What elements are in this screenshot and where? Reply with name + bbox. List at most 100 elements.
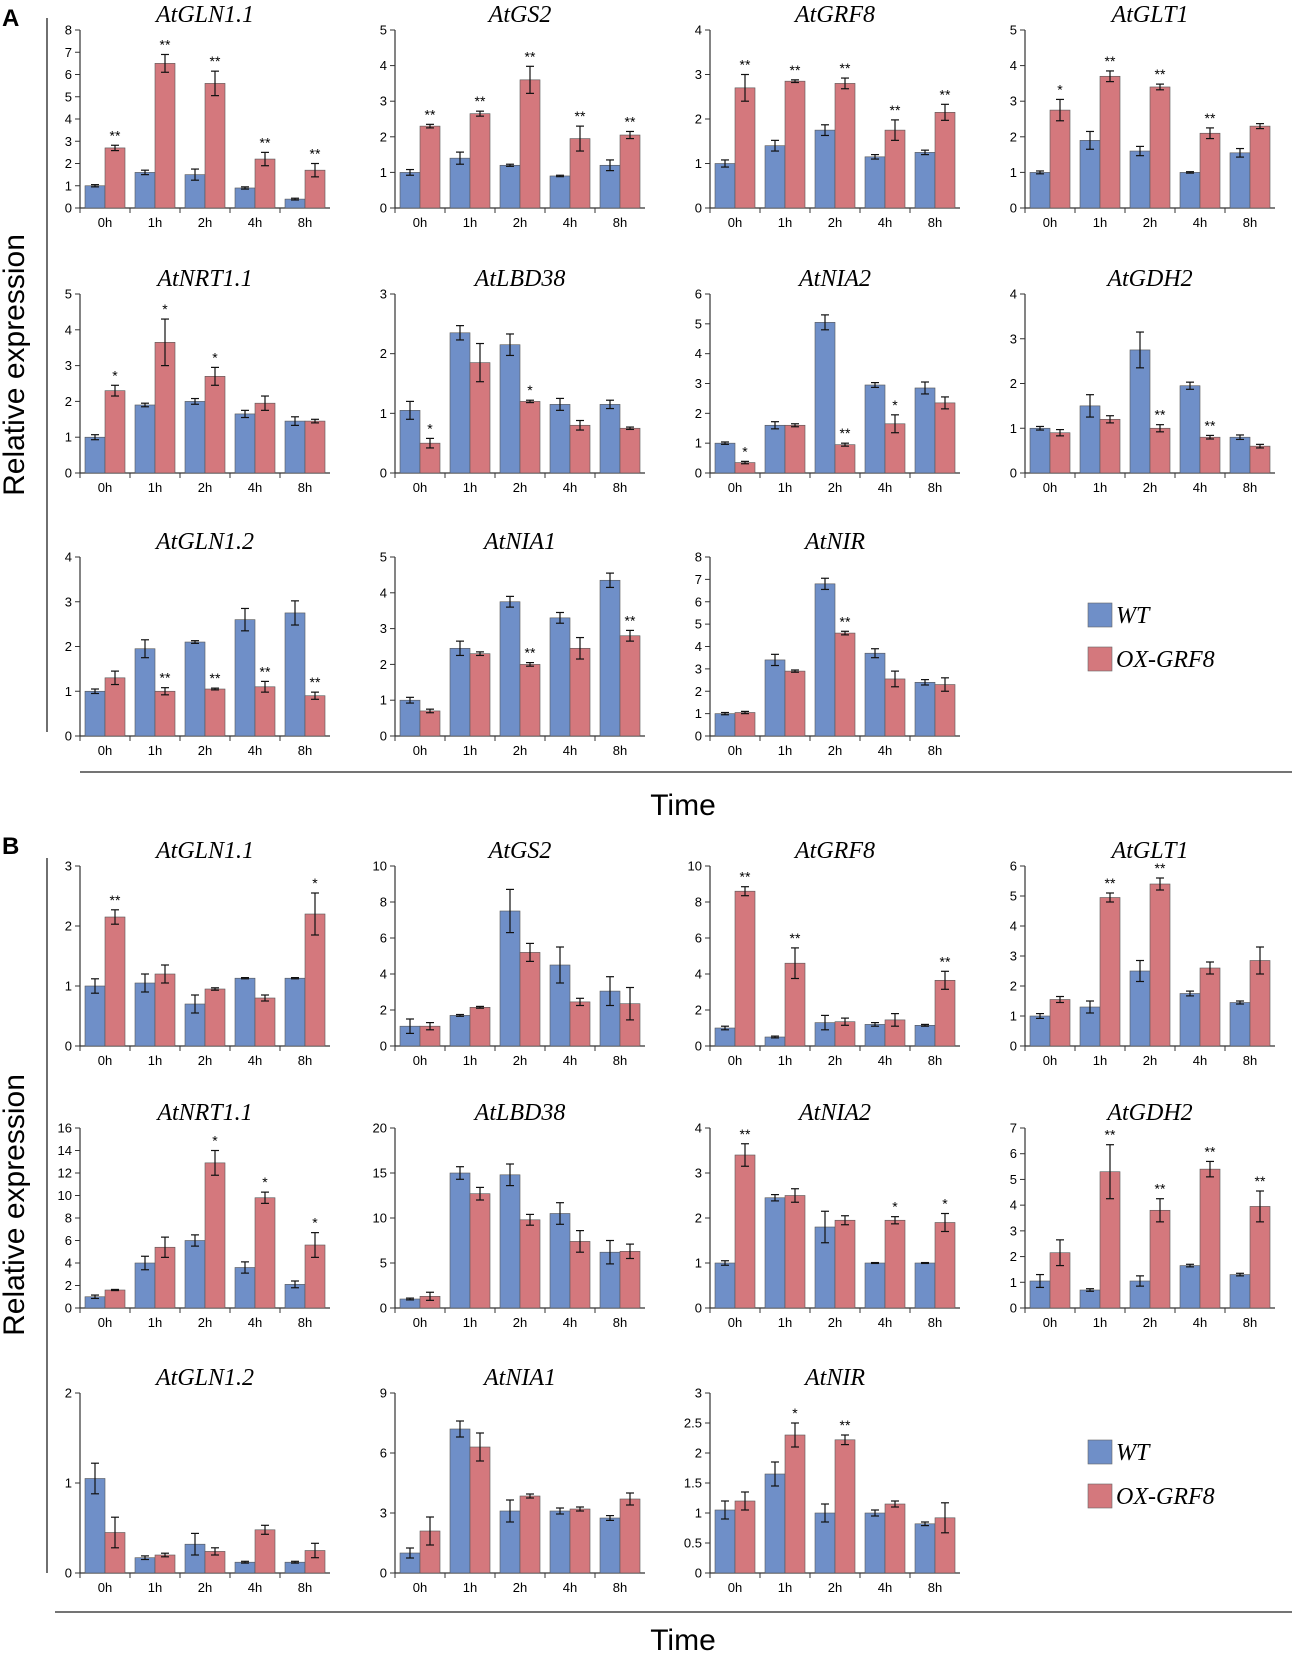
bar-wt — [714, 1262, 736, 1309]
x-tick-label: 4h — [878, 1053, 892, 1068]
bar-wt — [864, 1512, 886, 1574]
y-tick-label: 1 — [65, 430, 72, 445]
x-tick-label: 0h — [98, 215, 112, 230]
y-tick-label: 1 — [695, 1506, 702, 1521]
x-tick-label: 1h — [1093, 480, 1107, 495]
x-tick-label: 8h — [613, 1315, 627, 1330]
y-tick-label: 4 — [65, 322, 72, 337]
x-tick-label: 8h — [928, 480, 942, 495]
bar-wt — [234, 619, 256, 737]
bar-wt — [549, 404, 571, 474]
x-tick-label: 2h — [513, 1315, 527, 1330]
x-tick-label: 8h — [1243, 1315, 1257, 1330]
x-tick-label: 8h — [613, 1053, 627, 1068]
bar-ox-grf8 — [934, 1222, 956, 1309]
y-tick-label: 2 — [380, 346, 387, 361]
chart-title: AtGS2 — [487, 838, 552, 864]
x-tick-label: 2h — [198, 1315, 212, 1330]
chart-a-atlbd38: AtLBD38 0 1 2 3 0h * 1h 2h * 4h 8h — [380, 266, 645, 495]
significance-label: ** — [210, 670, 221, 686]
x-tick-label: 8h — [613, 215, 627, 230]
y-tick-label: 3 — [380, 621, 387, 636]
x-tick-label: 0h — [98, 480, 112, 495]
bar-ox-grf8 — [519, 401, 541, 474]
bar-ox-grf8 — [569, 424, 591, 474]
x-tick-label: 0h — [1043, 480, 1057, 495]
y-tick-label: 1 — [1010, 421, 1017, 436]
bar-wt — [914, 152, 936, 209]
legend-a-swatch-wt — [1087, 602, 1113, 628]
legend-b-swatch-wt — [1087, 1439, 1113, 1465]
legend-a-label-ox: OX-GRF8 — [1116, 647, 1215, 673]
bar-wt — [399, 699, 421, 737]
x-tick-label: 1h — [463, 743, 477, 758]
y-tick-label: 0 — [65, 729, 72, 744]
y-tick-label: 4 — [1010, 1198, 1017, 1213]
bar-ox-grf8 — [154, 63, 176, 209]
y-tick-label: 2 — [1010, 1249, 1017, 1264]
y-tick-label: 8 — [65, 1211, 72, 1226]
bar-ox-grf8 — [734, 712, 756, 737]
chart-a-atgln1-2: AtGLN1.2 0 1 2 3 4 0h 1h ** 2h ** 4h ** 8h ** — [65, 529, 330, 758]
bar-wt — [714, 442, 736, 474]
bar-wt — [449, 1172, 471, 1309]
legend-b-label-wt: WT — [1116, 1440, 1151, 1466]
chart-title: AtNIR — [803, 529, 865, 555]
x-tick-label: 0h — [413, 215, 427, 230]
x-tick-label: 4h — [248, 1315, 262, 1330]
chart-title: AtGDH2 — [1105, 1100, 1192, 1126]
y-tick-label: 20 — [373, 1121, 387, 1136]
significance-label: * — [792, 1405, 798, 1421]
bar-wt — [714, 1027, 736, 1047]
x-tick-label: 4h — [878, 215, 892, 230]
y-tick-label: 2 — [380, 657, 387, 672]
bar-ox-grf8 — [204, 1162, 226, 1309]
y-tick-label: 2 — [65, 919, 72, 934]
y-tick-label: 1 — [1010, 1275, 1017, 1290]
y-tick-label: 0 — [380, 1566, 387, 1581]
y-tick-label: 1.5 — [684, 1476, 702, 1491]
y-tick-label: 0 — [1010, 466, 1017, 481]
significance-label: ** — [1155, 1181, 1166, 1197]
bar-wt — [399, 172, 421, 209]
x-tick-label: 4h — [563, 480, 577, 495]
panel-b-ylabel: Relative expression — [0, 1074, 31, 1336]
x-tick-label: 2h — [198, 480, 212, 495]
bar-wt — [814, 129, 836, 209]
chart-a-atgln1-1: AtGLN1.1 0 1 2 3 4 5 6 7 8 0h ** 1h ** 2h ** 4h ** 8h ** — [65, 2, 330, 230]
bar-wt — [764, 659, 786, 737]
x-tick-label: 0h — [1043, 215, 1057, 230]
y-tick-label: 3 — [1010, 94, 1017, 109]
bar-ox-grf8 — [784, 1434, 806, 1574]
x-tick-label: 1h — [463, 1580, 477, 1595]
x-tick-label: 1h — [778, 1315, 792, 1330]
bar-wt — [864, 1262, 886, 1309]
significance-label: ** — [525, 645, 536, 661]
legend-b-label-ox: OX-GRF8 — [1116, 1484, 1215, 1510]
bar-wt — [814, 583, 836, 737]
x-tick-label: 8h — [1243, 1053, 1257, 1068]
x-tick-label: 4h — [878, 1315, 892, 1330]
bar-ox-grf8 — [619, 635, 641, 737]
y-tick-label: 3 — [380, 1506, 387, 1521]
chart-b-atnia1: AtNIA1 0 3 6 9 0h 1h 2h 4h 8h — [380, 1365, 645, 1595]
x-tick-label: 8h — [613, 480, 627, 495]
y-tick-label: 1 — [695, 1256, 702, 1271]
y-tick-label: 2 — [65, 639, 72, 654]
y-tick-label: 4 — [695, 639, 702, 654]
chart-b-atnia2: AtNIA2 0 1 2 3 4 0h ** 1h 2h 4h * 8h * — [695, 1100, 960, 1330]
y-tick-label: 5 — [695, 316, 702, 331]
x-tick-label: 2h — [513, 743, 527, 758]
significance-label: ** — [625, 113, 636, 129]
legend-b: WT OX-GRF8 — [1087, 1439, 1215, 1510]
x-tick-label: 2h — [513, 1053, 527, 1068]
bar-wt — [1179, 993, 1201, 1047]
x-tick-label: 0h — [413, 1315, 427, 1330]
chart-b-atnir: AtNIR 0 0.5 1 1.5 2 2.5 3 0h 1h * 2h ** 4h 8h — [684, 1365, 960, 1595]
significance-label: * — [527, 382, 533, 398]
x-tick-label: 2h — [1143, 1315, 1157, 1330]
significance-label: ** — [575, 108, 586, 124]
bar-wt — [764, 1197, 786, 1309]
x-tick-label: 1h — [148, 1315, 162, 1330]
